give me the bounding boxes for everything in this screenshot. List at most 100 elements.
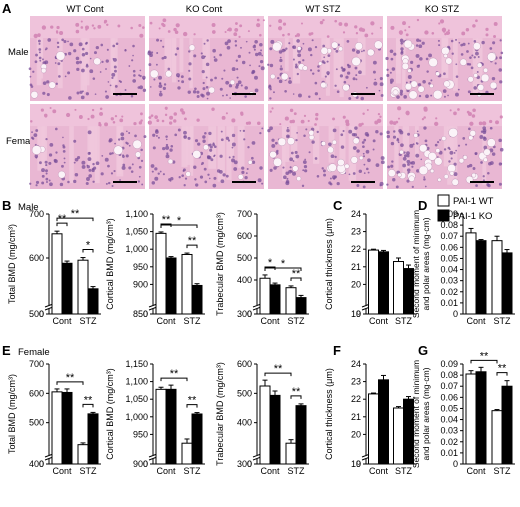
y-tick-label: 600 <box>29 388 44 398</box>
adipocyte <box>451 178 459 186</box>
marrow-cell <box>240 84 243 87</box>
histology-panel <box>28 16 147 101</box>
marrow-cell <box>372 148 375 151</box>
adipocyte <box>41 67 47 74</box>
marrow-cell <box>73 139 77 143</box>
marrow-cell <box>469 56 472 59</box>
adipocyte <box>337 158 345 167</box>
adipocyte <box>403 39 413 49</box>
marrow-cell <box>79 60 82 64</box>
significance-label: * <box>177 215 182 227</box>
marrow-cell <box>205 76 208 79</box>
trabecula <box>237 126 245 168</box>
x-tick-label: Cont <box>369 466 389 476</box>
marrow-cell <box>42 58 44 61</box>
marrow-cell <box>148 63 152 67</box>
marrow-cell <box>181 80 185 84</box>
y-tick-label: 0 <box>453 459 458 469</box>
chondrocyte <box>117 24 121 28</box>
marrow-cell <box>81 160 86 165</box>
adipocyte <box>321 141 326 147</box>
chondrocyte <box>173 27 177 32</box>
y-tick-label: 0.08 <box>440 220 458 230</box>
chondrocyte <box>361 122 364 126</box>
marrow-cell <box>470 66 474 70</box>
marrow-cell <box>44 160 48 164</box>
marrow-cell <box>101 154 104 157</box>
trabecula <box>321 38 330 78</box>
marrow-cell <box>210 78 213 82</box>
y-tick-label: 400 <box>237 275 252 285</box>
marrow-cell <box>448 148 451 151</box>
chondrocyte <box>75 22 80 27</box>
marrow-cell <box>492 41 496 45</box>
chondrocyte <box>315 112 319 117</box>
marrow-cell <box>472 167 476 170</box>
marrow-cell <box>409 143 414 148</box>
marrow-cell <box>351 132 356 137</box>
y-tick-label: 20 <box>351 429 361 439</box>
marrow-cell <box>430 94 433 97</box>
marrow-cell <box>389 71 392 74</box>
chondrocyte <box>162 23 166 28</box>
marrow-cell <box>35 129 39 132</box>
marrow-cell <box>115 42 119 46</box>
axis-break-gap <box>149 305 157 309</box>
chondrocyte <box>114 114 118 118</box>
marrow-cell <box>415 44 419 47</box>
marrow-cell <box>81 47 85 51</box>
growth-plate-band <box>268 104 383 127</box>
adipocyte <box>272 41 282 52</box>
marrow-cell <box>269 168 273 172</box>
marrow-cell <box>287 135 290 138</box>
marrow-cell <box>326 60 329 63</box>
marrow-cell <box>89 69 94 74</box>
marrow-cell <box>176 47 180 51</box>
marrow-cell <box>55 127 58 131</box>
marrow-cell <box>366 133 370 137</box>
marrow-cell <box>85 181 89 185</box>
marrow-cell <box>475 184 478 187</box>
marrow-cell <box>235 85 239 89</box>
marrow-cell <box>373 81 378 86</box>
marrow-cell <box>261 182 264 185</box>
marrow-cell <box>372 70 376 74</box>
adipocyte <box>437 177 442 182</box>
marrow-cell <box>298 60 301 64</box>
marrow-cell <box>132 54 134 57</box>
marrow-cell <box>231 142 236 147</box>
marrow-cell <box>59 182 64 187</box>
chondrocyte <box>493 35 497 38</box>
marrow-cell <box>358 70 362 75</box>
marrow-cell <box>425 94 429 99</box>
chondrocyte <box>30 120 33 123</box>
marrow-cell <box>417 83 422 87</box>
marrow-cell <box>162 173 165 176</box>
marrow-cell <box>328 142 332 147</box>
marrow-cell <box>380 94 384 97</box>
marrow-cell <box>163 55 167 60</box>
marrow-cell <box>295 154 300 159</box>
marrow-cell <box>407 75 412 80</box>
marrow-cell <box>121 155 125 158</box>
marrow-cell <box>356 49 361 54</box>
adipocyte <box>408 175 415 182</box>
growth-plate-band <box>149 16 264 39</box>
marrow-cell <box>47 38 52 42</box>
marrow-cell <box>187 136 191 140</box>
marrow-cell <box>195 183 199 187</box>
adipocyte <box>399 149 404 155</box>
marrow-cell <box>269 63 274 68</box>
adipocyte <box>428 57 438 68</box>
bar <box>191 413 203 465</box>
marrow-cell <box>76 67 80 72</box>
marrow-cell <box>206 97 209 100</box>
marrow-cell <box>69 42 74 47</box>
marrow-cell <box>199 175 204 179</box>
marrow-cell <box>95 161 100 166</box>
marrow-cell <box>180 75 184 79</box>
marrow-cell <box>149 53 153 58</box>
chondrocyte <box>80 20 83 23</box>
marrow-cell <box>292 93 295 95</box>
marrow-cell <box>74 173 79 177</box>
